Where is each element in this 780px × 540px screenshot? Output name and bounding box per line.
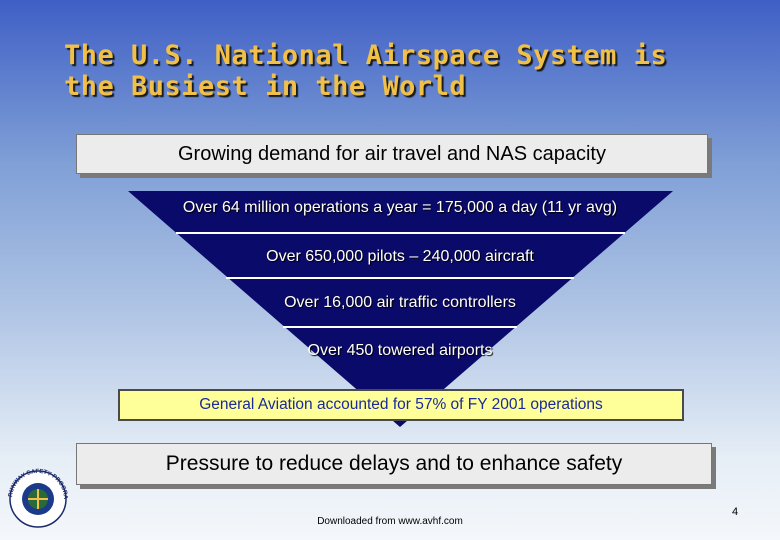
funnel-tier-pilots: Over 650,000 pilots – 240,000 aircraft <box>266 248 534 265</box>
page-number: 4 <box>732 506 739 518</box>
source-credit: Downloaded from www.avhf.com <box>317 516 463 527</box>
funnel-triangle <box>128 191 673 427</box>
demand-box: Growing demand for air travel and NAS ca… <box>76 134 708 174</box>
funnel-tier-controllers: Over 16,000 air traffic controllers <box>284 294 516 311</box>
runway-safety-program-seal-icon: RUNWAY SAFETY PROGRAM <box>4 466 68 528</box>
pressure-box: Pressure to reduce delays and to enhance… <box>76 443 712 485</box>
funnel-tier-airports: Over 450 towered airports <box>307 342 493 359</box>
slide-title-line-1: The U.S. National Airspace System is <box>64 40 668 71</box>
funnel-tier-operations: Over 64 million operations a year = 175,… <box>182 199 618 216</box>
slide-title-line-2: the Busiest in the World <box>64 71 467 102</box>
slide-title: The U.S. National Airspace System is the… <box>64 40 744 102</box>
general-aviation-callout: General Aviation accounted for 57% of FY… <box>118 389 684 421</box>
